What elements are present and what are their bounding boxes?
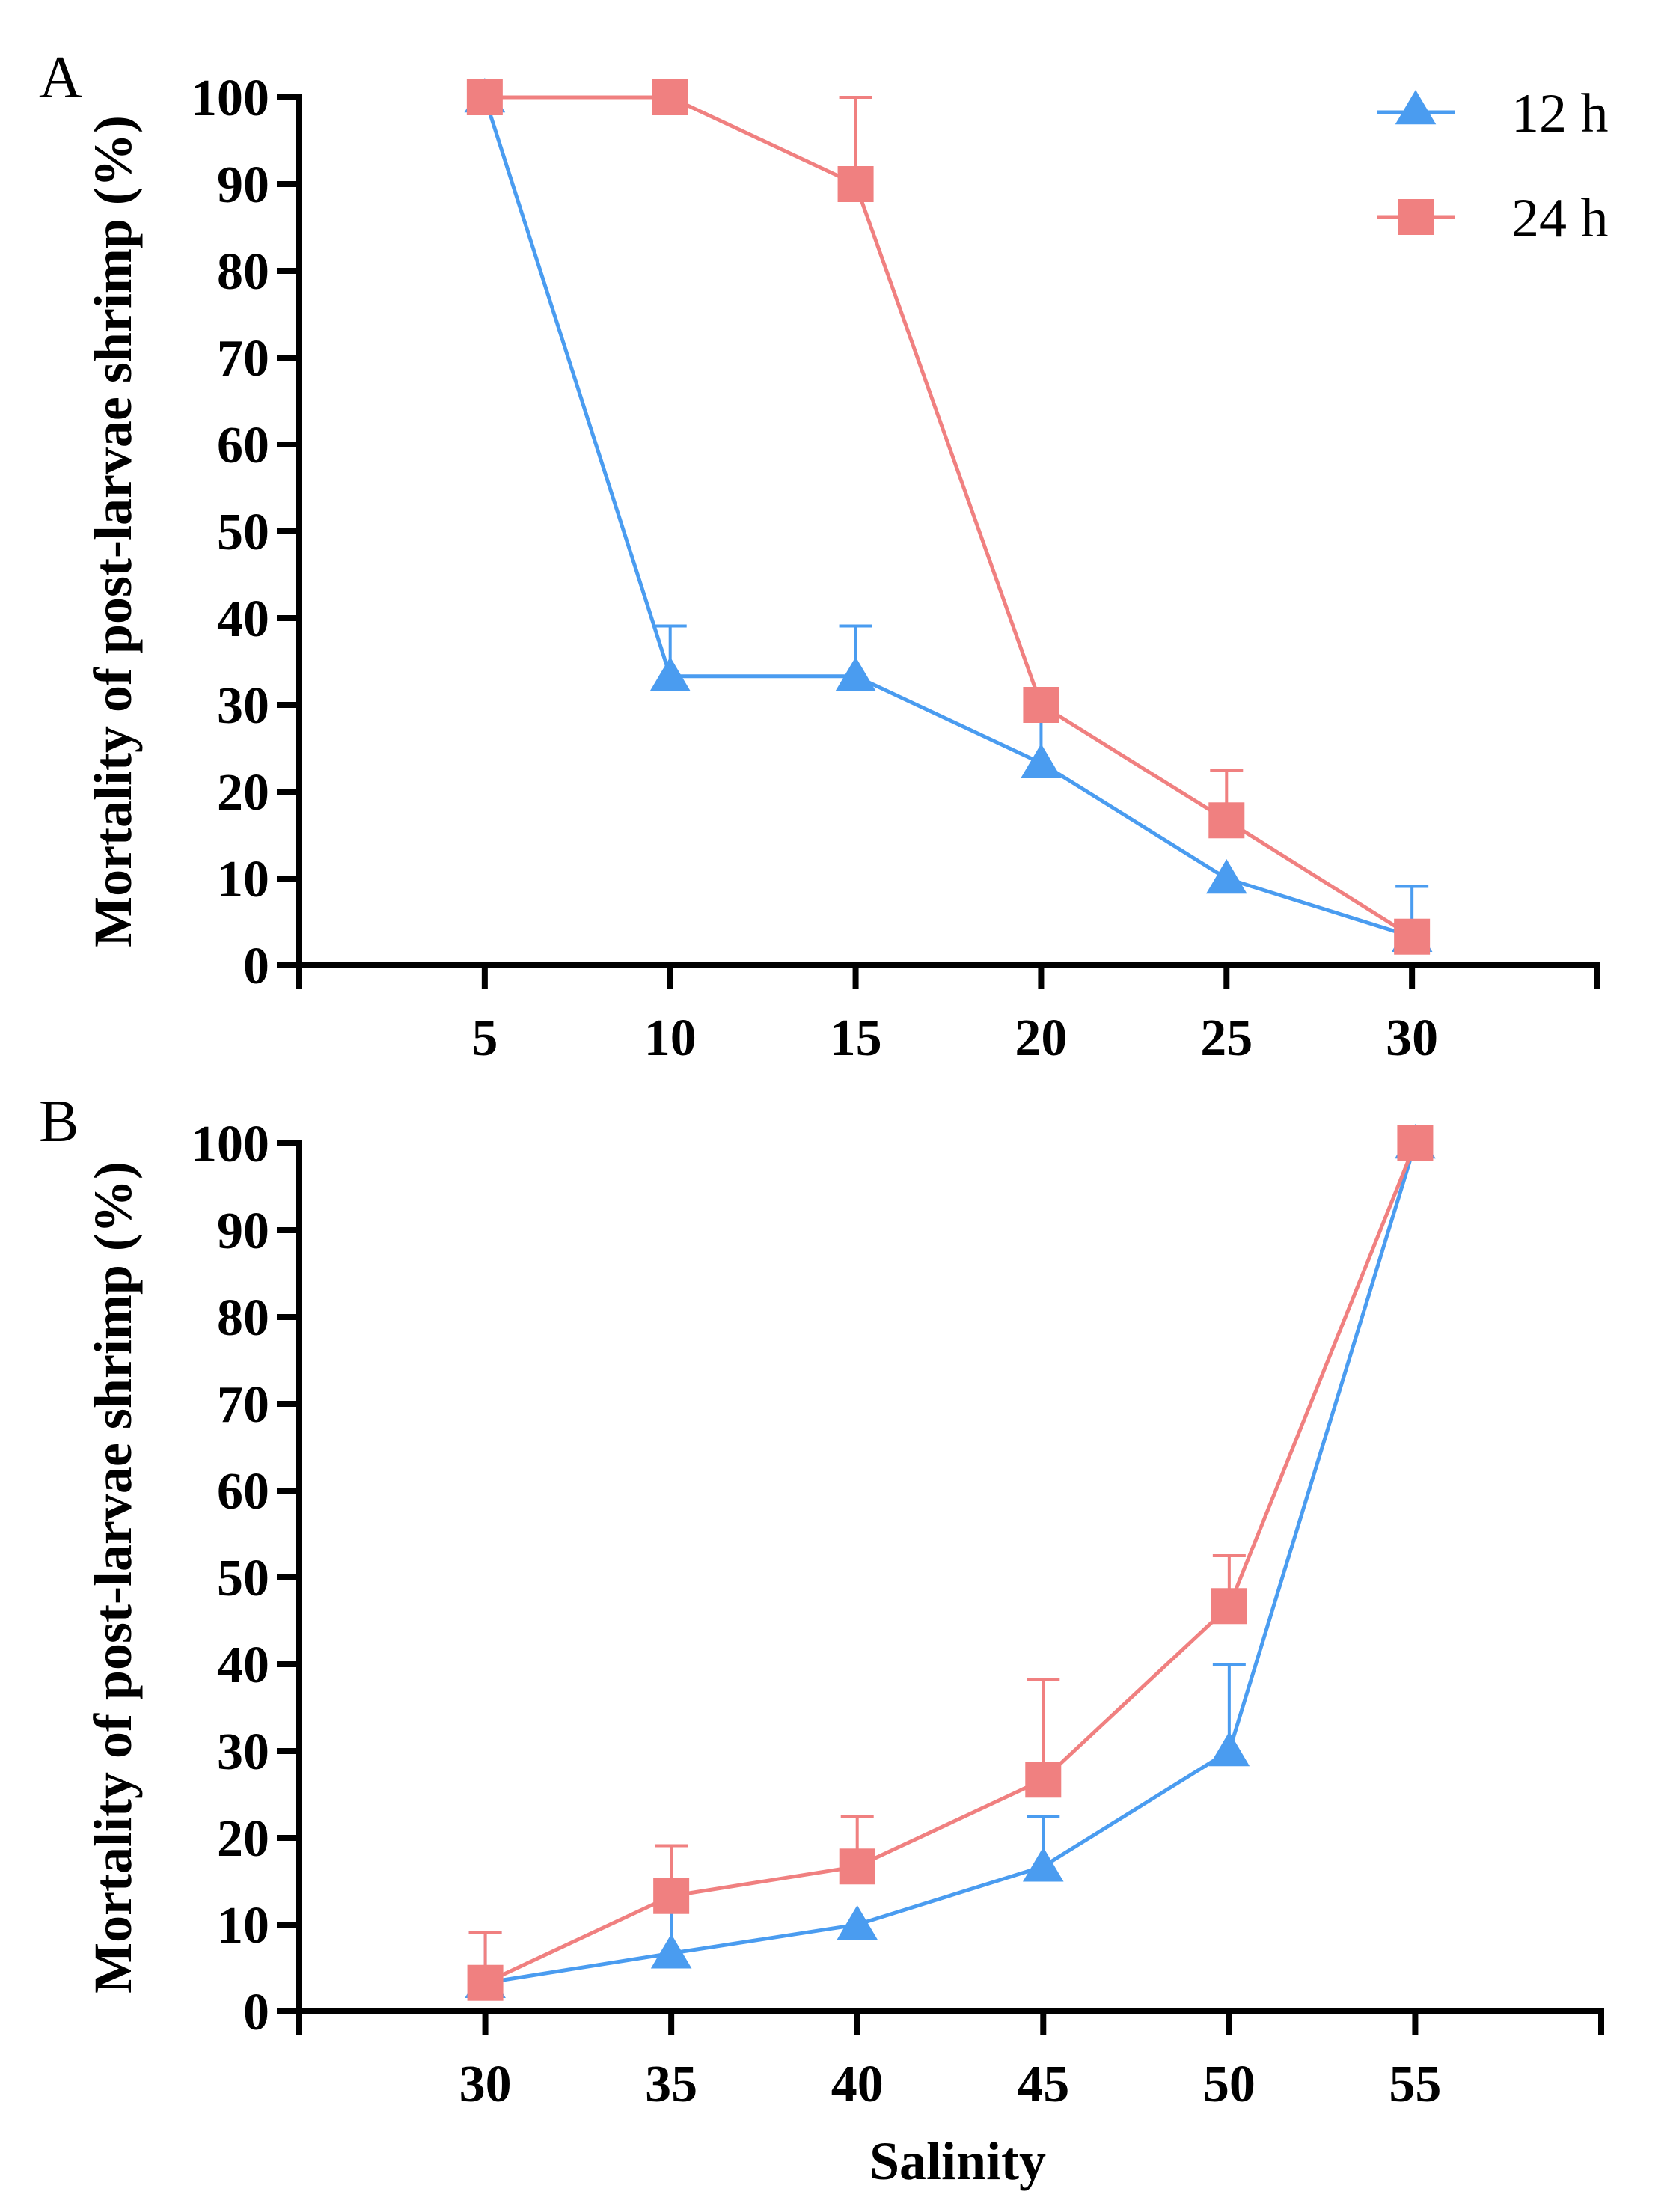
y-axis-title: Mortality of post-larvae shrimp (%) (83, 1161, 143, 1993)
y-tick-label: 80 (217, 1289, 269, 1347)
series-line (484, 95, 1413, 938)
y-tick-label: 50 (217, 1550, 269, 1607)
x-axis-title: Salinity (869, 2131, 1046, 2191)
series-h24 (467, 1125, 1434, 2001)
y-tick-label: 50 (217, 504, 269, 561)
x-tick-label: 40 (831, 2056, 884, 2113)
data-point-square (467, 1964, 504, 2001)
y-tick-label: 40 (217, 590, 269, 648)
series-line (484, 1143, 1417, 1985)
y-tick-label: 100 (191, 1116, 269, 1173)
data-point-triangle (835, 656, 876, 691)
y-tick-label: 20 (217, 764, 269, 822)
y-tick-label: 100 (191, 70, 269, 127)
y-tick-label: 30 (217, 677, 269, 735)
legend-label: 24 h (1511, 188, 1609, 249)
y-tick-label: 80 (217, 243, 269, 301)
y-tick-label: 10 (217, 851, 269, 908)
x-tick-label: 20 (1015, 1009, 1067, 1067)
data-point-square (1397, 1125, 1434, 1161)
y-tick-label: 70 (217, 1376, 269, 1434)
y-tick-label: 90 (217, 156, 269, 214)
panel-letter-b: B (39, 1089, 79, 1155)
x-tick-label: 30 (1386, 1009, 1438, 1067)
data-point-square (1394, 918, 1431, 955)
x-tick-label: 30 (459, 2056, 512, 2113)
x-tick-label: 10 (644, 1009, 697, 1067)
legend-item-h12: 12 h (1377, 83, 1609, 144)
y-tick-label: 60 (217, 417, 269, 474)
data-point-square (1023, 687, 1059, 723)
series-h24 (466, 79, 1431, 955)
x-tick-label: 25 (1200, 1009, 1253, 1067)
x-tick-label: 55 (1389, 2056, 1441, 2113)
y-tick-label: 70 (217, 330, 269, 388)
y-tick-label: 90 (217, 1203, 269, 1260)
y-tick-label: 0 (243, 938, 269, 995)
data-point-square (1025, 1762, 1062, 1798)
data-point-square (466, 79, 503, 115)
x-tick-label: 5 (471, 1009, 498, 1067)
legend-triangle-icon (1395, 90, 1437, 125)
chart-panel-a: 0 10 20 30 40 50 60 70 80 90 100 5 10 15 20 25 30 Mortali… (83, 70, 1600, 1067)
panel-letter-a: A (39, 45, 82, 111)
series-h12 (464, 78, 1433, 952)
chart-panel-b: 0 10 20 30 40 50 60 70 80 90 100 30 35 40 45 50 55 Mortal… (83, 1116, 1604, 2191)
series-line (485, 1143, 1417, 1985)
x-tick-label: 50 (1203, 2056, 1256, 2113)
data-point-square (652, 79, 688, 115)
y-tick-label: 40 (217, 1637, 269, 1694)
y-tick-label: 10 (217, 1897, 269, 1955)
legend-square-icon (1398, 199, 1434, 235)
series-h12 (465, 1124, 1436, 1998)
data-point-triangle (649, 656, 691, 691)
series-line (483, 97, 1413, 939)
legend-item-h24: 24 h (1377, 188, 1609, 249)
data-point-triangle (650, 1934, 692, 1969)
legend-label: 12 h (1511, 83, 1609, 144)
data-point-triangle (1205, 859, 1247, 894)
y-axis-title: Mortality of post-larvae shrimp (%) (83, 115, 143, 947)
data-point-square (653, 1878, 690, 1914)
y-tick-label: 20 (217, 1810, 269, 1868)
x-tick-label: 45 (1017, 2056, 1069, 2113)
y-tick-label: 60 (217, 1463, 269, 1521)
x-tick-label: 35 (645, 2056, 697, 2113)
y-tick-label: 0 (243, 1984, 269, 2041)
data-point-square (1208, 802, 1245, 839)
x-tick-label: 15 (830, 1009, 882, 1067)
legend: 12 h 24 h (1377, 83, 1609, 249)
y-tick-label: 30 (217, 1723, 269, 1781)
data-point-triangle (1208, 1732, 1250, 1767)
data-point-square (839, 1848, 875, 1885)
data-point-square (1211, 1588, 1247, 1625)
data-point-triangle (1021, 743, 1062, 778)
data-point-triangle (837, 1905, 878, 1940)
data-point-triangle (1022, 1847, 1064, 1882)
data-point-square (837, 166, 874, 202)
